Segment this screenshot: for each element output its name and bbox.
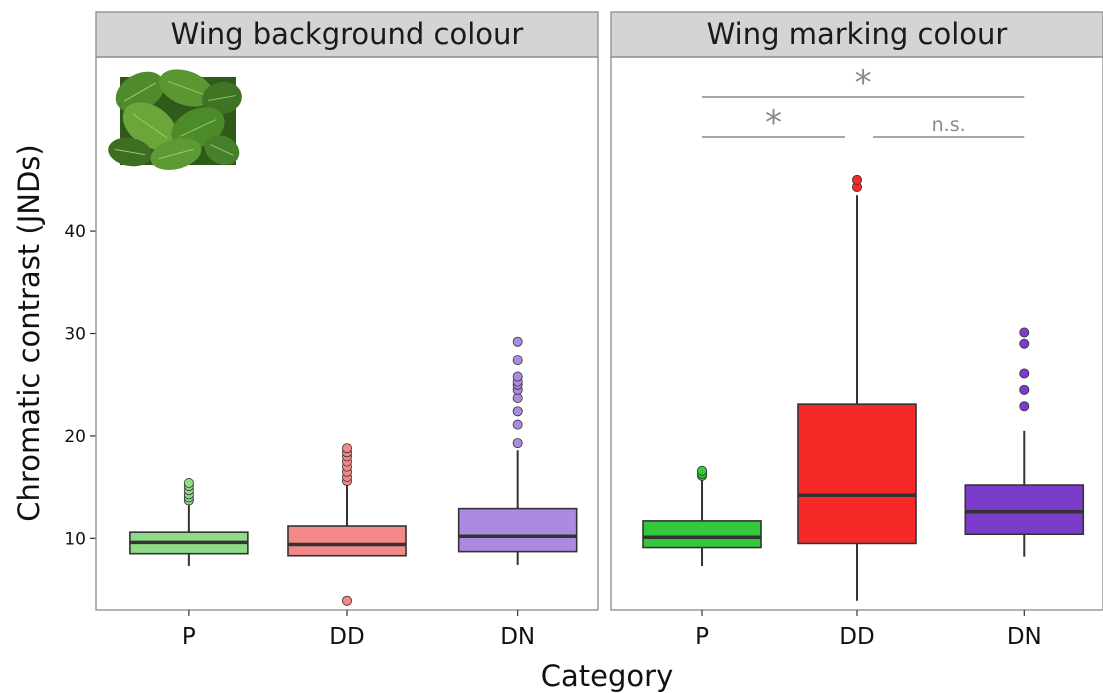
outlier-point [512, 371, 523, 382]
box-p [129, 478, 249, 566]
significance-p-dd: * [702, 103, 845, 143]
box-iqr [642, 520, 762, 549]
outlier-point [512, 355, 523, 366]
outlier-point [1019, 327, 1030, 338]
box-iqr [797, 403, 917, 545]
x-axis-title: Category [541, 659, 673, 693]
panel-title: Wing marking colour [707, 17, 1008, 51]
leaf-vein [208, 95, 236, 101]
box-iqr [287, 525, 407, 557]
green-leaves-photo [108, 69, 242, 170]
box-dd [797, 174, 917, 601]
outlier-point [183, 478, 194, 489]
y-tick-label: 10 [64, 529, 86, 549]
x-tick-label: DN [500, 624, 535, 650]
x-tick-label: DD [839, 624, 874, 650]
significance-label: * [765, 103, 782, 143]
outlier-point [341, 595, 352, 606]
leaf-vein [114, 148, 146, 156]
leaf-vein [132, 113, 168, 139]
x-tick-label: DN [1007, 624, 1042, 650]
box-iqr [964, 484, 1085, 536]
leaf-vein [167, 80, 205, 96]
outlier-point [512, 336, 523, 347]
significance-label: n.s. [932, 114, 966, 136]
outlier-point [1019, 338, 1030, 349]
outlier-point [512, 406, 523, 417]
outlier-point [341, 443, 352, 454]
significance-p-dn: * [702, 63, 1025, 103]
outlier-point [852, 174, 863, 185]
panel-strip [95, 11, 599, 58]
outlier-point [697, 465, 708, 476]
x-tick-label: P [182, 624, 196, 650]
outlier-point [512, 438, 523, 449]
x-tick-label: P [695, 624, 709, 650]
box-p [642, 465, 762, 566]
outlier-point [1019, 401, 1030, 412]
leaf-vein [180, 119, 216, 137]
leaf-vein [123, 82, 157, 102]
box-dn [457, 336, 578, 565]
leaf-vein [210, 144, 234, 156]
y-tick-label: 20 [64, 427, 86, 447]
panel-strip [610, 11, 1103, 58]
leaf-vein [158, 148, 194, 160]
box-dn [964, 327, 1085, 557]
significance-dd-dn: n.s. [873, 114, 1025, 138]
outlier-point [1019, 368, 1030, 379]
y-tick-label: 30 [64, 325, 86, 345]
box-dd [287, 443, 407, 606]
panel-title: Wing background colour [171, 17, 524, 51]
outlier-point [1019, 384, 1030, 395]
y-tick-label: 40 [64, 222, 86, 242]
significance-label: * [855, 63, 872, 103]
x-tick-label: DD [329, 624, 364, 650]
outlier-point [512, 419, 523, 430]
box-iqr [457, 507, 578, 553]
y-axis-title: Chromatic contrast (JNDs) [12, 144, 46, 521]
